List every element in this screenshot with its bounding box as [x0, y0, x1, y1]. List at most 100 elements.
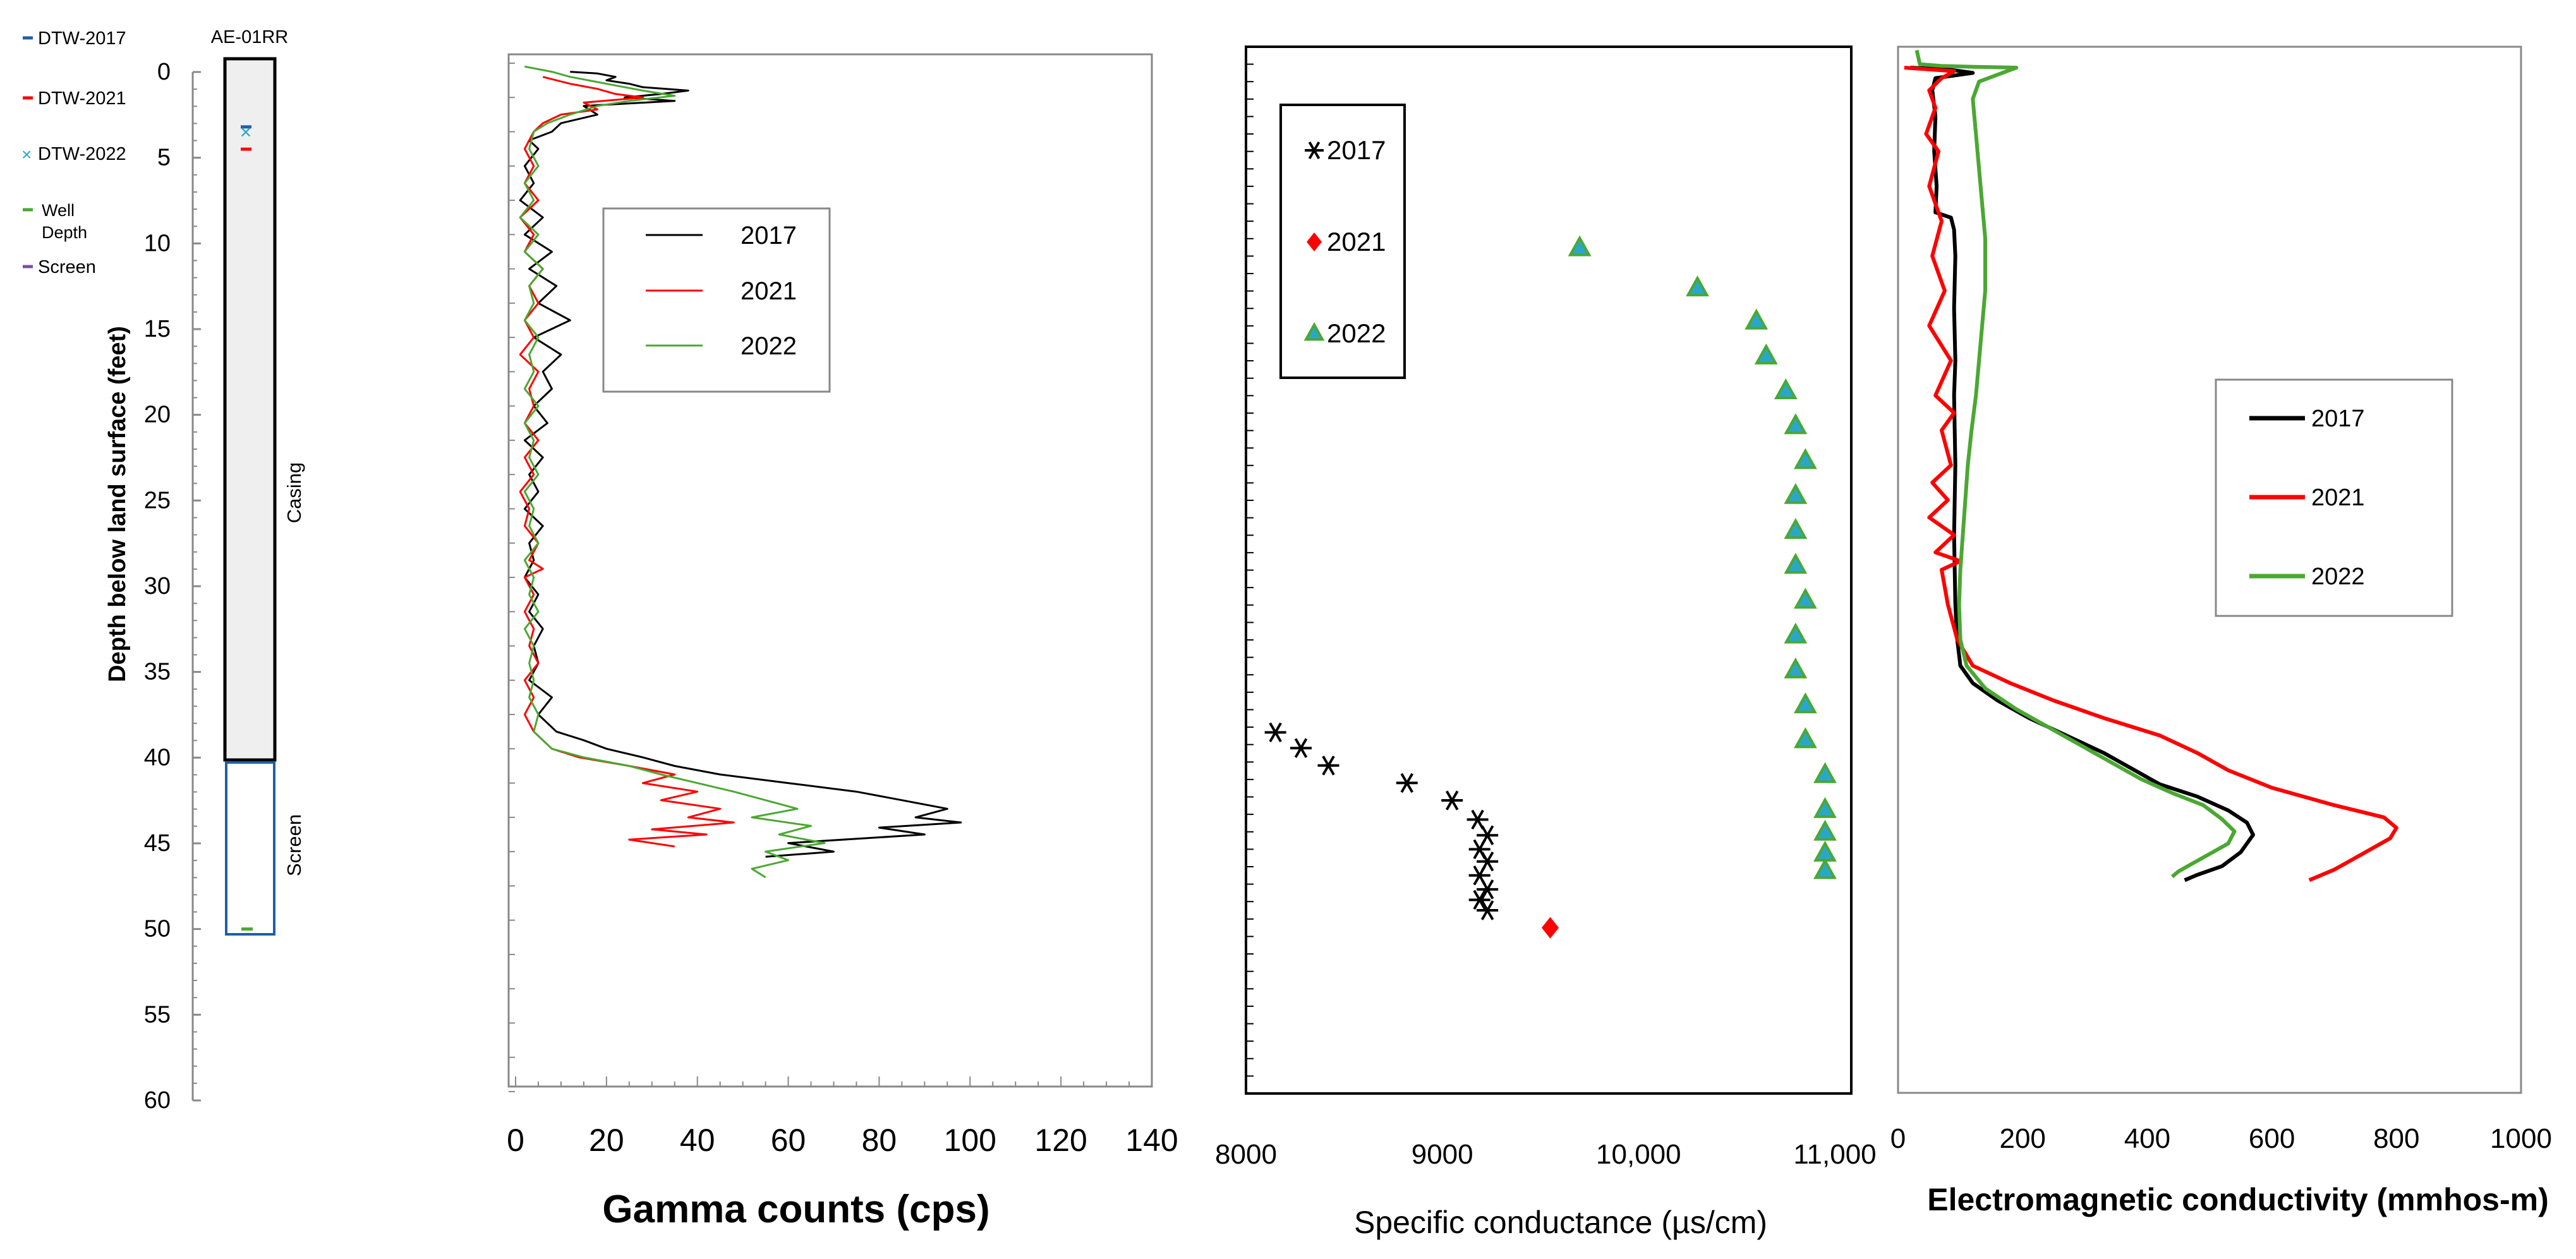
conductance-legend: 2017 2021 2022 — [1279, 104, 1406, 379]
conductance-point-2017 — [1468, 839, 1491, 860]
gamma-legend-box — [602, 207, 831, 393]
em-series — [1904, 49, 2398, 883]
depth-tick-label: 15 — [144, 316, 171, 342]
conductance-legend-2017-icon — [1305, 142, 1324, 159]
depth-tick-label: 55 — [144, 1001, 171, 1028]
conductance-point-2022 — [1774, 378, 1798, 400]
gamma-series-2022 — [519, 65, 826, 879]
conductance-point-2022 — [1754, 343, 1778, 364]
depth-axis-title: Depth below land surface (feet) — [104, 326, 131, 682]
conductance-point-2022 — [1568, 235, 1592, 256]
conductance-point-2022 — [1784, 483, 1808, 504]
em-panel: 0 200 400 600 800 1000 Electromagnetic conduc… — [1890, 45, 2552, 1217]
conductance-point-2017 — [1396, 773, 1418, 793]
screen-label: Screen — [283, 814, 305, 876]
em-axis-title: Electromagnetic conductivity (mmhos-m) — [1927, 1182, 2549, 1217]
em-tick-label: 400 — [2124, 1123, 2170, 1154]
gamma-tick-label: 60 — [771, 1123, 806, 1158]
conductance-tick-label: 8000 — [1215, 1139, 1277, 1170]
depth-tick-label: 30 — [144, 573, 171, 599]
gamma-tick-label: 40 — [680, 1123, 715, 1158]
em-legend-2021-label: 2021 — [2311, 485, 2365, 511]
depth-axis-ticks: 0 5 10 15 20 25 30 35 40 45 50 55 60 — [144, 59, 201, 1114]
em-plot-frame — [1897, 45, 2522, 1094]
depth-tick-label: 50 — [144, 916, 171, 943]
conductance-point-2017 — [1477, 825, 1499, 845]
em-legend-2017-label: 2017 — [2311, 406, 2365, 432]
depth-tick-label: 0 — [157, 59, 171, 85]
conductance-point-2022 — [1686, 275, 1709, 297]
depth-tick-label: 40 — [144, 744, 171, 771]
conductance-point-2022 — [1813, 840, 1837, 862]
em-tick-label: 800 — [2373, 1123, 2419, 1154]
em-legend: 2017 2021 2022 — [2215, 378, 2453, 617]
well-depth-legend-label-line2: Depth — [42, 223, 87, 242]
depth-tick-label: 25 — [144, 487, 171, 514]
well-legend: DTW-2017 DTW-2021 × DTW-2022 Well Depth … — [21, 28, 126, 277]
screen-legend-label: Screen — [38, 257, 96, 277]
depth-tick-label: 20 — [144, 402, 171, 428]
well-depth-legend-label-line1: Well — [42, 201, 75, 220]
conductance-panel: 8000 9000 10,000 11,000 Specific conductanc… — [1215, 45, 1877, 1240]
conductance-point-2017 — [1477, 851, 1499, 872]
conductance-point-2022 — [1784, 517, 1808, 539]
dtw-2022-legend-label: DTW-2022 — [38, 144, 126, 164]
conductance-minor-ticks — [1246, 46, 1254, 1094]
em-axis-ticks: 0 200 400 600 800 1000 — [1890, 1123, 2552, 1154]
dtw-2021-legend-label: DTW-2021 — [38, 88, 126, 109]
conductance-point-2022 — [1813, 819, 1837, 841]
well-diagram-panel: DTW-2017 DTW-2021 × DTW-2022 Well Depth … — [21, 27, 305, 1114]
gamma-series-2017 — [519, 71, 962, 858]
conductance-point-2017 — [1441, 790, 1463, 810]
conductance-point-2022 — [1794, 587, 1817, 609]
gamma-tick-label: 0 — [507, 1123, 524, 1158]
conductance-legend-2017-label: 2017 — [1327, 135, 1386, 165]
depth-tick-label: 35 — [144, 659, 171, 685]
dtw-2022-marker: × — [240, 121, 252, 143]
well-title: AE-01RR — [211, 27, 289, 47]
gamma-panel: 0 20 40 60 80 100 120 140 Gamma counts (cps) 20… — [507, 53, 1178, 1231]
em-series-2021 — [1904, 66, 2398, 883]
gamma-legend-2017-label: 2017 — [741, 222, 797, 250]
conductance-point-2022 — [1794, 727, 1817, 749]
conductance-point-2017 — [1477, 900, 1499, 920]
depth-tick-label: 60 — [144, 1087, 171, 1114]
gamma-plot-frame — [507, 53, 1153, 1088]
conductance-legend-2022-icon — [1303, 322, 1325, 341]
gamma-tick-label: 120 — [1034, 1123, 1087, 1158]
gamma-tick-label: 80 — [862, 1123, 897, 1158]
gamma-axis-ticks: 0 20 40 60 80 100 120 140 — [507, 63, 1178, 1158]
gamma-tick-label: 20 — [589, 1123, 624, 1158]
gamma-axis-title: Gamma counts (cps) — [602, 1188, 989, 1231]
conductance-tick-label: 11,000 — [1793, 1139, 1876, 1170]
conductance-legend-icons — [1303, 142, 1325, 341]
conductance-point-2017 — [1264, 722, 1286, 743]
conductance-markers — [1264, 235, 1837, 939]
conductance-point-2022 — [1813, 858, 1837, 879]
depth-tick-label: 5 — [157, 145, 171, 171]
em-tick-label: 0 — [1890, 1123, 1906, 1154]
gamma-legend-2021-label: 2021 — [741, 277, 797, 305]
conductance-tick-label: 10,000 — [1596, 1139, 1681, 1170]
depth-tick-label: 45 — [144, 830, 171, 857]
casing-label: Casing — [283, 462, 305, 524]
em-tick-label: 1000 — [2490, 1123, 2552, 1154]
conductance-point-2022 — [1784, 413, 1808, 435]
screen-rect — [225, 761, 275, 936]
gamma-tick-label: 100 — [944, 1123, 996, 1158]
conductance-point-2017 — [1466, 809, 1489, 830]
dtw-2022-x-icon: × — [21, 145, 32, 164]
conductance-point-2021 — [1541, 917, 1559, 939]
gamma-legend-2022-label: 2022 — [741, 332, 797, 360]
conductance-point-2017 — [1477, 879, 1499, 900]
conductance-point-2017 — [1468, 865, 1491, 886]
conductance-point-2022 — [1794, 448, 1817, 469]
conductance-point-2022 — [1784, 657, 1808, 678]
conductance-point-2022 — [1784, 622, 1808, 644]
dtw-2017-legend-label: DTW-2017 — [38, 28, 126, 49]
conductance-point-2022 — [1784, 553, 1808, 574]
conductance-legend-box — [1279, 104, 1406, 379]
conductance-point-2017 — [1290, 738, 1312, 758]
casing-rect — [223, 57, 277, 762]
